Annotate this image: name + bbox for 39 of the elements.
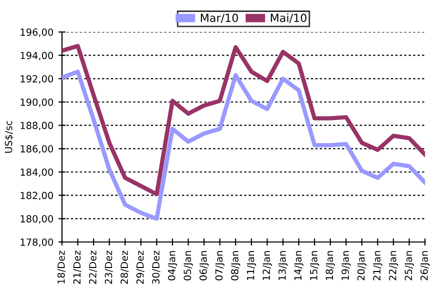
x-tick-label: 26/Jan <box>420 251 430 280</box>
x-tick-label: 19/Jan <box>342 251 351 280</box>
x-tick-label: 18/Dez <box>57 250 66 284</box>
x-tick-label: 21/Dez <box>73 250 82 284</box>
x-tick-label: 12/Jan <box>262 251 272 280</box>
x-tick-label: 15/Jan <box>310 251 320 280</box>
x-tick-label: 28/Dez <box>120 250 129 284</box>
y-tick-label: 188,00 <box>20 122 54 130</box>
y-tick-label: 194,00 <box>20 52 54 60</box>
x-tick-label: 30/Dez <box>152 250 160 284</box>
y-tick-label: 178,00 <box>20 238 54 247</box>
y-axis-title: US$/sc <box>4 121 14 153</box>
x-tick-label: 23/Dez <box>104 250 113 284</box>
legend-label: Mai/10 <box>270 13 306 23</box>
x-tick-label: 18/Jan <box>326 251 335 280</box>
legend-label: Mar/10 <box>200 14 238 23</box>
x-tick-label: 20/Jan <box>357 251 366 280</box>
x-tick-label: 07/Jan <box>215 251 224 280</box>
x-tick-label: 22/Jan <box>388 251 398 280</box>
x-tick-label: 04/Jan <box>168 251 178 280</box>
x-tick-label: 29/Dez <box>136 250 144 284</box>
y-tick-label: 186,00 <box>20 145 54 154</box>
y-tick-label: 184,00 <box>20 168 54 177</box>
y-tick-label: 196,00 <box>20 28 54 37</box>
x-tick-label: 21/Jan <box>373 251 382 280</box>
x-tick-label: 25/Jan <box>404 251 414 280</box>
y-tick-label: 180,00 <box>20 215 54 224</box>
y-tick-label: 190,00 <box>20 98 54 107</box>
x-tick-label: 11/Jan <box>246 251 256 280</box>
x-tick-label: 05/Jan <box>184 251 193 280</box>
x-tick-label: 22/Dez <box>89 250 98 284</box>
x-tick-label: 13/Jan <box>278 251 288 280</box>
x-tick-label: 14/Jan <box>294 251 304 280</box>
line-series <box>62 70 425 221</box>
x-tick-label: 06/Jan <box>200 251 209 280</box>
y-tick-label: 182,00 <box>20 192 54 200</box>
x-tick-label: 08/Jan <box>231 251 240 280</box>
line-series <box>62 44 425 196</box>
y-tick-label: 192,00 <box>20 75 54 84</box>
